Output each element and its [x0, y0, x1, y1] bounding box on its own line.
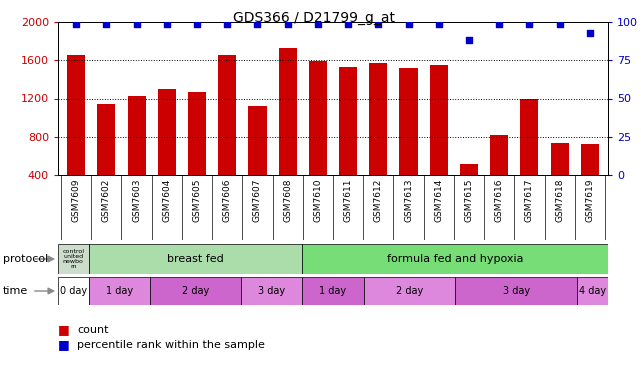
Point — [222, 20, 232, 26]
Text: breast fed: breast fed — [167, 254, 224, 264]
Text: 4 day: 4 day — [579, 286, 606, 296]
Point — [343, 20, 353, 26]
Point — [434, 20, 444, 26]
Text: GSM7610: GSM7610 — [313, 178, 322, 222]
Bar — [429, 65, 448, 213]
Point — [403, 20, 413, 26]
Text: ■: ■ — [58, 324, 70, 336]
Bar — [188, 92, 206, 213]
Bar — [363, 277, 455, 305]
Text: protocol: protocol — [3, 254, 49, 264]
Text: 0 day: 0 day — [60, 286, 87, 296]
Text: GSM7609: GSM7609 — [72, 178, 81, 222]
Text: GSM7612: GSM7612 — [374, 178, 383, 222]
Text: 1 day: 1 day — [106, 286, 133, 296]
Text: GSM7606: GSM7606 — [222, 178, 232, 222]
Point — [131, 20, 142, 26]
Text: GSM7608: GSM7608 — [283, 178, 292, 222]
Bar — [97, 104, 115, 213]
Bar — [248, 106, 267, 213]
Bar — [218, 56, 237, 213]
Point — [524, 20, 535, 26]
Bar — [581, 145, 599, 213]
Bar — [303, 277, 363, 305]
Bar — [58, 277, 88, 305]
Point — [192, 20, 202, 26]
Point — [71, 20, 81, 26]
Bar — [460, 164, 478, 213]
Text: control
united
newbo
rn: control united newbo rn — [62, 249, 84, 269]
Text: percentile rank within the sample: percentile rank within the sample — [77, 340, 265, 350]
Text: GSM7614: GSM7614 — [434, 178, 444, 222]
Text: GDS366 / D21799_g_at: GDS366 / D21799_g_at — [233, 11, 395, 25]
Bar — [149, 277, 241, 305]
Bar — [339, 67, 357, 213]
Point — [313, 20, 323, 26]
Point — [101, 20, 112, 26]
Text: GSM7604: GSM7604 — [162, 178, 171, 222]
Text: GSM7618: GSM7618 — [555, 178, 564, 222]
Bar — [241, 277, 303, 305]
Text: 2 day: 2 day — [395, 286, 423, 296]
Text: GSM7619: GSM7619 — [585, 178, 594, 222]
Bar — [309, 61, 327, 213]
Text: formula fed and hypoxia: formula fed and hypoxia — [387, 254, 524, 264]
Text: 3 day: 3 day — [503, 286, 530, 296]
Text: 1 day: 1 day — [319, 286, 347, 296]
Bar — [67, 55, 85, 213]
Bar — [490, 135, 508, 213]
Text: GSM7605: GSM7605 — [192, 178, 201, 222]
Text: GSM7611: GSM7611 — [344, 178, 353, 222]
Bar — [158, 89, 176, 213]
Text: GSM7616: GSM7616 — [495, 178, 504, 222]
Point — [585, 30, 595, 36]
Text: GSM7607: GSM7607 — [253, 178, 262, 222]
Bar — [88, 277, 149, 305]
Bar — [128, 96, 146, 213]
Point — [464, 37, 474, 43]
Bar — [399, 68, 418, 213]
Bar — [455, 277, 578, 305]
Bar — [58, 244, 88, 274]
Text: GSM7603: GSM7603 — [132, 178, 141, 222]
Text: GSM7602: GSM7602 — [102, 178, 111, 222]
Bar — [551, 143, 569, 213]
Text: time: time — [3, 286, 28, 296]
Text: GSM7615: GSM7615 — [465, 178, 474, 222]
Text: 2 day: 2 day — [182, 286, 209, 296]
Text: ■: ■ — [58, 339, 70, 351]
Point — [554, 20, 565, 26]
Text: count: count — [77, 325, 109, 335]
Point — [253, 20, 263, 26]
Bar — [279, 48, 297, 213]
Point — [283, 20, 293, 26]
Point — [162, 20, 172, 26]
Point — [494, 20, 504, 26]
Bar — [369, 63, 387, 213]
Point — [373, 20, 383, 26]
Bar — [88, 244, 303, 274]
Bar — [520, 100, 538, 213]
Text: 3 day: 3 day — [258, 286, 285, 296]
Bar — [303, 244, 608, 274]
Text: GSM7613: GSM7613 — [404, 178, 413, 222]
Text: GSM7617: GSM7617 — [525, 178, 534, 222]
Bar — [578, 277, 608, 305]
